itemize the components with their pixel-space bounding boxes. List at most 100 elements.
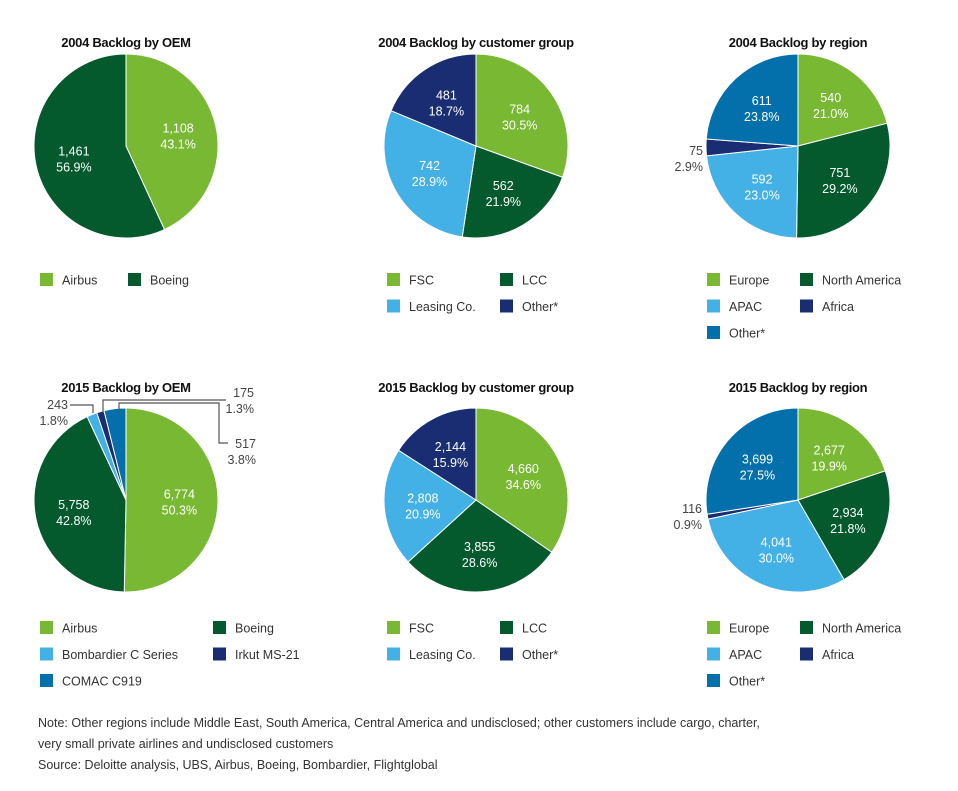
legend-swatch (707, 674, 720, 687)
pie-chart-3: 2004 Backlog by region 540 21.0% Europe 751 2… (675, 35, 902, 341)
slice-percent-label: 1.3% (226, 402, 255, 416)
leader-line (118, 402, 228, 444)
legend-label: COMAC C919 (62, 675, 142, 689)
legend-label: Europe (729, 622, 769, 636)
slice-value-label: 1,108 (162, 122, 193, 136)
legend-swatch (500, 621, 513, 634)
slice-percent-label: 29.2% (822, 182, 857, 196)
slice-value-label: 517 (235, 437, 256, 451)
slice-value-label: 243 (47, 398, 68, 412)
legend-label: Europe (729, 274, 769, 288)
pie-chart-4: 2015 Backlog by OEM 6,774 50.3% Airbus 5,758… (33, 380, 300, 689)
legend-label: LCC (522, 274, 547, 288)
pie-slice-other- (390, 53, 477, 147)
slice-value-label: 562 (493, 179, 514, 193)
legend-swatch (213, 647, 226, 661)
slice-value-label: 751 (829, 166, 850, 180)
slice-percent-label: 28.9% (412, 175, 447, 189)
pie-slice-boeing (33, 415, 127, 593)
slice-value-label: 592 (752, 172, 773, 186)
note-line-2: very small private airlines and undisclo… (38, 737, 334, 751)
chart-title: 2015 Backlog by region (729, 380, 868, 395)
legend-swatch (387, 621, 400, 634)
slice-value-label: 4,660 (508, 462, 539, 476)
legend-label: Boeing (150, 274, 189, 288)
slice-percent-label: 28.6% (462, 556, 497, 570)
legend-swatch (213, 621, 226, 634)
slice-percent-label: 18.7% (429, 105, 464, 119)
pie-slice-lcc (461, 145, 564, 239)
pie-chart-1: 2004 Backlog by OEM 1,108 43.1% Airbus 1,461… (33, 35, 219, 288)
legend-swatch (128, 273, 141, 286)
legend-label: Other* (522, 648, 558, 662)
slice-value-label: 481 (436, 89, 457, 103)
chart-title: 2004 Backlog by customer group (378, 35, 574, 50)
legend-label: North America (822, 274, 901, 288)
pie-slice-leasing-co- (383, 449, 477, 563)
legend-swatch (40, 273, 53, 286)
legend-label: LCC (522, 622, 547, 636)
slice-percent-label: 23.8% (744, 110, 779, 124)
slice-value-label: 3,855 (464, 540, 495, 554)
pie-slice-fsc (475, 407, 569, 553)
slice-value-label: 75 (689, 144, 703, 158)
note-line-1: Note: Other regions include Middle East,… (38, 716, 760, 730)
legend-swatch (800, 273, 813, 286)
slice-value-label: 611 (752, 94, 772, 108)
slice-percent-label: 3.8% (228, 453, 257, 467)
legend-swatch (40, 647, 53, 661)
pie-slice-apac (707, 499, 845, 593)
slice-value-label: 4,041 (761, 536, 792, 550)
legend-swatch (707, 326, 720, 339)
legend-label: Airbus (62, 274, 97, 288)
legend-label: Leasing Co. (409, 648, 476, 662)
legend-label: Other* (729, 327, 765, 341)
slice-percent-label: 21.9% (486, 195, 521, 209)
legend-swatch (500, 273, 513, 286)
legend-label: Other* (729, 675, 765, 689)
chart-title: 2004 Backlog by region (729, 35, 868, 50)
slice-value-label: 742 (419, 159, 440, 173)
legend-label: FSC (409, 622, 434, 636)
slice-percent-label: 1.8% (40, 414, 69, 428)
legend-label: Bombardier C Series (62, 648, 178, 662)
legend-swatch (40, 674, 53, 687)
pie-slice-apac (705, 145, 799, 239)
leader-line (70, 404, 94, 413)
slice-value-label: 1,461 (58, 144, 89, 158)
slice-percent-label: 30.0% (759, 552, 794, 566)
leader-line (102, 399, 226, 413)
slice-percent-label: 30.5% (502, 118, 537, 132)
pie-chart-2: 2004 Backlog by customer group 784 30.5% FS… (378, 35, 574, 314)
slice-percent-label: 0.9% (674, 518, 703, 532)
slice-value-label: 540 (820, 91, 841, 105)
slice-value-label: 2,934 (832, 506, 863, 520)
footnote: Note: Other regions include Middle East,… (38, 713, 918, 776)
slice-percent-label: 56.9% (56, 160, 91, 174)
legend-swatch (800, 621, 813, 634)
pie-slice-north-america (796, 122, 891, 239)
slice-percent-label: 42.8% (56, 514, 91, 528)
slice-percent-label: 27.5% (740, 468, 775, 482)
legend-label: Africa (822, 648, 854, 662)
slice-value-label: 175 (233, 386, 254, 400)
pie-slice-europe (797, 53, 888, 147)
legend-swatch (800, 647, 813, 661)
legend-label: Boeing (235, 622, 274, 636)
slice-percent-label: 50.3% (162, 504, 197, 518)
source-line: Source: Deloitte analysis, UBS, Airbus, … (38, 758, 438, 772)
legend-swatch (707, 299, 720, 313)
slice-percent-label: 43.1% (160, 138, 195, 152)
slice-value-label: 2,808 (407, 492, 438, 506)
slice-value-label: 5,758 (58, 498, 89, 512)
slice-percent-label: 2.9% (675, 160, 704, 174)
legend-swatch (707, 273, 720, 286)
legend-swatch (500, 647, 513, 661)
slice-percent-label: 20.9% (405, 508, 440, 522)
legend-label: North America (822, 622, 901, 636)
pie-chart-6: 2015 Backlog by region 2,677 19.9% Europe 2,… (674, 380, 902, 689)
slice-value-label: 116 (682, 502, 702, 516)
pie-slice-comac-c919 (103, 407, 127, 501)
pie-slice-other- (397, 407, 477, 501)
